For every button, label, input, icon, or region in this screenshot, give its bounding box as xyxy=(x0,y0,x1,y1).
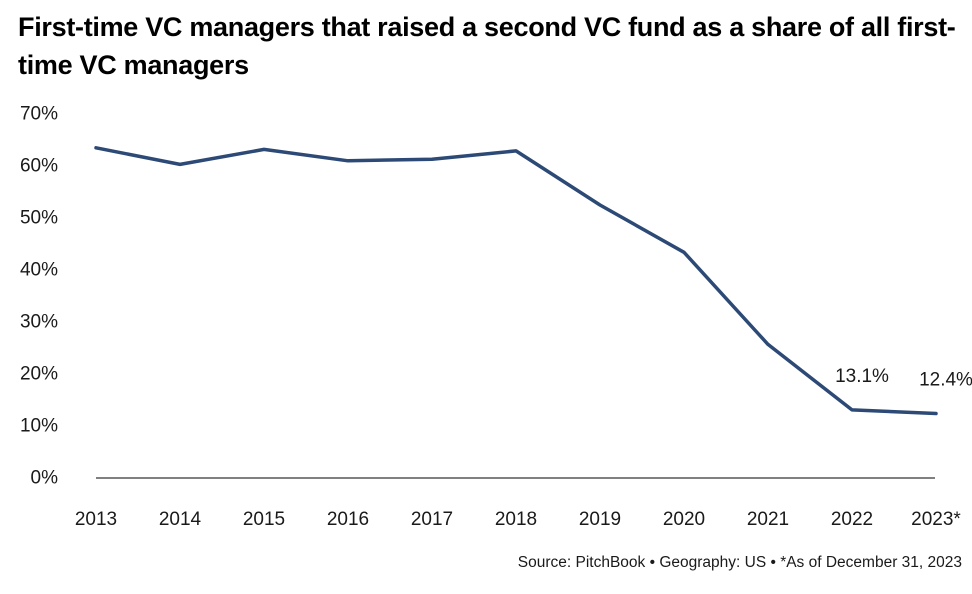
x-tick-label: 2023* xyxy=(911,509,961,530)
y-tick-label: 60% xyxy=(20,156,58,177)
y-tick-label: 0% xyxy=(31,468,59,489)
y-tick-label: 70% xyxy=(20,104,58,125)
data-labels: 13.1% 12.4% xyxy=(835,366,972,391)
y-tick-label: 40% xyxy=(20,260,58,281)
x-tick-label: 2016 xyxy=(327,509,369,530)
x-tick-label: 2019 xyxy=(579,509,621,530)
data-label: 12.4% xyxy=(919,370,972,391)
y-axis-ticks: 0% 10% 20% 30% 40% 50% 60% 70% xyxy=(20,104,58,489)
x-tick-label: 2020 xyxy=(663,509,705,530)
y-tick-label: 20% xyxy=(20,364,58,385)
x-tick-label: 2017 xyxy=(411,509,453,530)
y-tick-label: 30% xyxy=(20,312,58,333)
y-tick-label: 10% xyxy=(20,416,58,437)
y-tick-label: 50% xyxy=(20,208,58,229)
series-layer xyxy=(94,146,938,416)
x-tick-label: 2021 xyxy=(747,509,789,530)
x-tick-label: 2013 xyxy=(75,509,117,530)
series-line xyxy=(94,146,938,416)
x-tick-label: 2022 xyxy=(831,509,873,530)
x-tick-label: 2018 xyxy=(495,509,537,530)
data-label: 13.1% xyxy=(835,366,889,387)
x-axis-ticks: 2013 2014 2015 2016 2017 2018 2019 2020 2021 2022… xyxy=(75,509,962,530)
x-tick-label: 2015 xyxy=(243,509,285,530)
x-tick-label: 2014 xyxy=(159,509,202,530)
source-note: Source: PitchBook • Geography: US • *As … xyxy=(517,554,962,571)
chart-title: First-time VC managers that raised a sec… xyxy=(18,12,956,80)
